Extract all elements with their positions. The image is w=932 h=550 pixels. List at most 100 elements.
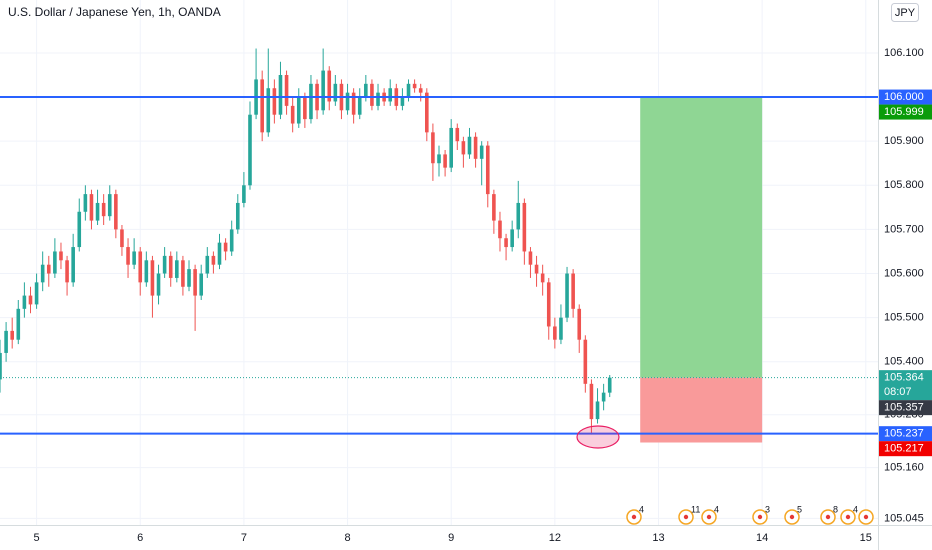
candle-body (400, 97, 405, 106)
event-count: 8 (833, 504, 838, 514)
price-label (879, 104, 932, 120)
y-tick-label: 105.600 (884, 267, 924, 279)
candle-body (46, 264, 51, 274)
candle-body (370, 83, 374, 106)
candle-body (132, 251, 136, 265)
event-dot (789, 514, 795, 520)
candle-body (498, 220, 502, 239)
candle-body (333, 83, 338, 102)
candle-body (65, 260, 69, 283)
y-tick-label: 105.160 (884, 462, 924, 474)
candle-body (540, 273, 545, 283)
candle-body (303, 97, 307, 120)
candle-body (284, 75, 289, 106)
y-tick-label: 105.900 (884, 135, 924, 147)
candle-body (34, 282, 39, 305)
candle-body (266, 88, 271, 133)
candle-body (4, 330, 8, 353)
axis: 105.045105.160105.280105.400105.500105.6… (34, 47, 932, 544)
highlight-ellipse (576, 425, 620, 449)
price-label (879, 89, 932, 105)
candle-body (595, 401, 600, 420)
currency-button[interactable] (891, 3, 919, 22)
candle-body (193, 269, 197, 296)
candle-body (583, 339, 588, 384)
candle-body (485, 145, 490, 195)
candle-body (309, 83, 313, 120)
candle-body (223, 242, 228, 252)
candle-body (577, 308, 582, 340)
candle-body (559, 317, 563, 340)
candle-body (492, 194, 496, 221)
event-dot (845, 514, 851, 520)
candle-body (321, 70, 325, 111)
candle-body (205, 255, 210, 274)
price-label (879, 400, 932, 416)
candle-body (16, 308, 21, 340)
candle-body (101, 202, 106, 217)
candle-body (296, 97, 301, 124)
x-tick-label: 5 (34, 532, 40, 544)
candle-body (461, 141, 466, 155)
candle-body (516, 202, 521, 230)
candle-body (388, 88, 393, 102)
candle-body (479, 145, 484, 159)
candle-body (534, 264, 539, 274)
candle-body (71, 247, 75, 283)
y-tick-label: 105.045 (884, 512, 924, 524)
event-dot (631, 514, 637, 520)
candle-body (565, 273, 569, 318)
x-tick-label: 14 (756, 532, 768, 544)
event-count: 4 (853, 504, 858, 514)
y-tick-label: 105.500 (884, 312, 924, 324)
candle-body (40, 264, 45, 283)
candle-body (522, 202, 527, 252)
x-tick-label: 6 (137, 532, 143, 544)
candle-body (553, 326, 557, 340)
candle-body (156, 273, 161, 296)
price-label (879, 370, 932, 401)
candle-body (168, 255, 173, 278)
x-tick-label: 9 (448, 532, 454, 544)
profit-zone (640, 97, 763, 378)
y-tick-label: 105.700 (884, 223, 924, 235)
candle-body (248, 114, 252, 186)
price-label-text: 105.364 (884, 372, 924, 384)
price-label-text: 105.237 (884, 428, 924, 440)
candle-body (357, 97, 362, 115)
candle-body (175, 260, 179, 278)
candle-body (467, 136, 472, 155)
candle-body (272, 88, 277, 115)
candle-body (126, 247, 130, 265)
candle-body (199, 273, 204, 296)
candle-body (144, 260, 149, 283)
event-count: 5 (797, 504, 802, 514)
candle-body (211, 255, 216, 265)
candle-body (449, 127, 453, 168)
candle-body (290, 105, 295, 124)
x-tick-label: 12 (549, 532, 561, 544)
candle-body (443, 154, 447, 168)
candle-body (22, 295, 27, 309)
candle-body (235, 202, 240, 230)
candle-body (162, 255, 167, 274)
candle-body (278, 75, 283, 115)
candle-body (53, 251, 57, 274)
currency[interactable]: JPY (895, 7, 916, 19)
candle-body (364, 83, 368, 98)
candle-body (95, 202, 100, 221)
x-tick-label: 15 (860, 532, 872, 544)
candle-body (10, 330, 14, 340)
event-count: 4 (639, 504, 644, 514)
candle-body (412, 83, 417, 89)
chart-title: U.S. Dollar / Japanese Yen, 1h, OANDA (8, 5, 221, 19)
candle-body (510, 229, 514, 248)
candle-body (528, 251, 533, 265)
candle-body (431, 132, 435, 164)
candle-body (83, 194, 88, 212)
candle-body (425, 92, 429, 133)
y-tick-label: 105.800 (884, 179, 924, 191)
price-label (879, 426, 932, 442)
